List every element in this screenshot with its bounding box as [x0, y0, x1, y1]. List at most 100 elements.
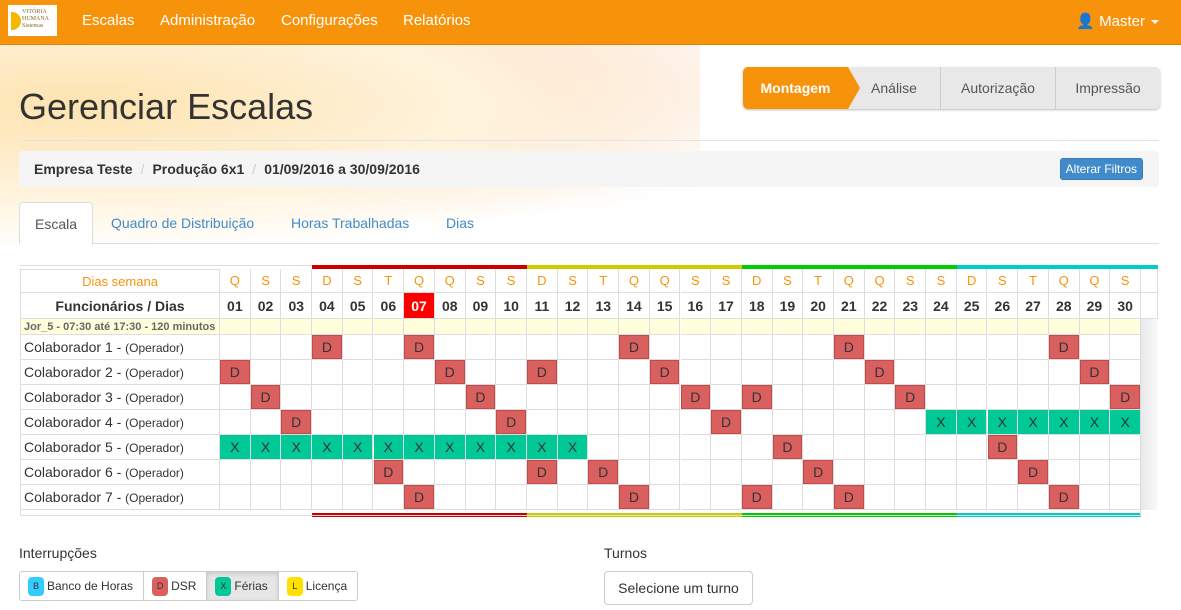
- day-header[interactable]: 03: [281, 293, 313, 319]
- day-header[interactable]: 01: [220, 293, 251, 319]
- schedule-cell[interactable]: [527, 485, 558, 510]
- schedule-cell[interactable]: [281, 360, 313, 385]
- day-header[interactable]: 02: [250, 293, 282, 319]
- schedule-cell[interactable]: [1110, 460, 1141, 485]
- vacation-cell[interactable]: X: [281, 435, 313, 460]
- schedule-cell[interactable]: [588, 485, 620, 510]
- vacation-cell[interactable]: X: [250, 435, 282, 460]
- schedule-cell[interactable]: [281, 335, 313, 360]
- wizard-step-autorizacao[interactable]: Autorização: [941, 67, 1056, 109]
- schedule-cell[interactable]: [1018, 435, 1049, 460]
- vacation-cell[interactable]: X: [1048, 410, 1080, 435]
- dsr-cell[interactable]: D: [649, 360, 681, 385]
- schedule-cell[interactable]: [864, 410, 896, 435]
- schedule-cell[interactable]: [772, 460, 804, 485]
- schedule-cell[interactable]: [557, 485, 589, 510]
- vacation-cell[interactable]: X: [220, 435, 251, 460]
- schedule-cell[interactable]: [1110, 485, 1141, 510]
- interruption-f-rias-button[interactable]: X Férias: [207, 572, 279, 600]
- schedule-cell[interactable]: [434, 485, 466, 510]
- day-header[interactable]: 13: [588, 293, 620, 319]
- day-header[interactable]: 29: [1079, 293, 1111, 319]
- dsr-cell[interactable]: D: [619, 485, 650, 510]
- schedule-cell[interactable]: [649, 410, 681, 435]
- schedule-cell[interactable]: [404, 360, 435, 385]
- schedule-cell[interactable]: [342, 385, 374, 410]
- day-header[interactable]: 26: [987, 293, 1019, 319]
- schedule-cell[interactable]: [557, 385, 589, 410]
- schedule-cell[interactable]: [803, 335, 834, 360]
- schedule-cell[interactable]: [557, 335, 589, 360]
- schedule-cell[interactable]: [1110, 335, 1141, 360]
- schedule-cell[interactable]: [1079, 485, 1111, 510]
- schedule-cell[interactable]: [649, 335, 681, 360]
- dsr-cell[interactable]: D: [588, 460, 620, 485]
- schedule-cell[interactable]: [834, 460, 865, 485]
- schedule-cell[interactable]: [987, 360, 1019, 385]
- dsr-cell[interactable]: D: [619, 335, 650, 360]
- dsr-cell[interactable]: D: [741, 385, 773, 410]
- day-header[interactable]: 24: [926, 293, 957, 319]
- schedule-cell[interactable]: [987, 385, 1019, 410]
- dsr-cell[interactable]: D: [527, 460, 558, 485]
- dsr-cell[interactable]: D: [987, 435, 1019, 460]
- schedule-cell[interactable]: [434, 335, 466, 360]
- schedule-cell[interactable]: [250, 335, 282, 360]
- day-header[interactable]: 08: [434, 293, 466, 319]
- schedule-cell[interactable]: [342, 410, 374, 435]
- schedule-cell[interactable]: [557, 410, 589, 435]
- schedule-cell[interactable]: [619, 460, 650, 485]
- schedule-cell[interactable]: [220, 385, 251, 410]
- schedule-cell[interactable]: [557, 460, 589, 485]
- schedule-cell[interactable]: [373, 485, 405, 510]
- vacation-cell[interactable]: X: [434, 435, 466, 460]
- schedule-cell[interactable]: [956, 385, 988, 410]
- schedule-cell[interactable]: [250, 485, 282, 510]
- vacation-cell[interactable]: X: [527, 435, 558, 460]
- tab-dias[interactable]: Dias: [446, 215, 475, 231]
- schedule-cell[interactable]: [680, 460, 712, 485]
- day-header[interactable]: 14: [619, 293, 650, 319]
- schedule-cell[interactable]: [680, 485, 712, 510]
- dsr-cell[interactable]: D: [527, 360, 558, 385]
- schedule-cell[interactable]: [864, 485, 896, 510]
- day-header[interactable]: 25: [956, 293, 988, 319]
- schedule-cell[interactable]: [1018, 360, 1049, 385]
- interruption-dsr-button[interactable]: D DSR: [144, 572, 208, 600]
- schedule-cell[interactable]: [342, 485, 374, 510]
- schedule-cell[interactable]: [404, 385, 435, 410]
- day-header[interactable]: 11: [527, 293, 558, 319]
- dsr-cell[interactable]: D: [404, 485, 435, 510]
- dsr-cell[interactable]: D: [1048, 485, 1080, 510]
- tab-quadro-distribuicao[interactable]: Quadro de Distribuição: [111, 215, 255, 231]
- day-header[interactable]: 16: [680, 293, 712, 319]
- schedule-cell[interactable]: [281, 385, 313, 410]
- schedule-cell[interactable]: [619, 410, 650, 435]
- schedule-cell[interactable]: [1048, 435, 1080, 460]
- schedule-cell[interactable]: [741, 360, 773, 385]
- schedule-cell[interactable]: [588, 435, 620, 460]
- schedule-cell[interactable]: [281, 460, 313, 485]
- schedule-cell[interactable]: [373, 385, 405, 410]
- schedule-cell[interactable]: [772, 485, 804, 510]
- vacation-cell[interactable]: X: [342, 435, 374, 460]
- schedule-cell[interactable]: [711, 460, 742, 485]
- schedule-cell[interactable]: [1079, 435, 1111, 460]
- schedule-cell[interactable]: [527, 410, 558, 435]
- vacation-cell[interactable]: X: [1018, 410, 1049, 435]
- day-header[interactable]: 15: [649, 293, 681, 319]
- nav-relatorios[interactable]: Relatórios: [403, 12, 471, 29]
- schedule-cell[interactable]: [250, 410, 282, 435]
- alter-filters-button[interactable]: Alterar Filtros: [1059, 158, 1143, 180]
- nav-administracao[interactable]: Administração: [160, 12, 256, 29]
- day-header[interactable]: 12: [557, 293, 589, 319]
- day-header[interactable]: 05: [342, 293, 374, 319]
- schedule-cell[interactable]: [1110, 435, 1141, 460]
- vacation-cell[interactable]: X: [956, 410, 988, 435]
- schedule-cell[interactable]: [588, 335, 620, 360]
- vacation-cell[interactable]: X: [926, 410, 957, 435]
- schedule-cell[interactable]: [312, 460, 343, 485]
- schedule-cell[interactable]: [711, 360, 742, 385]
- schedule-cell[interactable]: [373, 360, 405, 385]
- schedule-cell[interactable]: [404, 410, 435, 435]
